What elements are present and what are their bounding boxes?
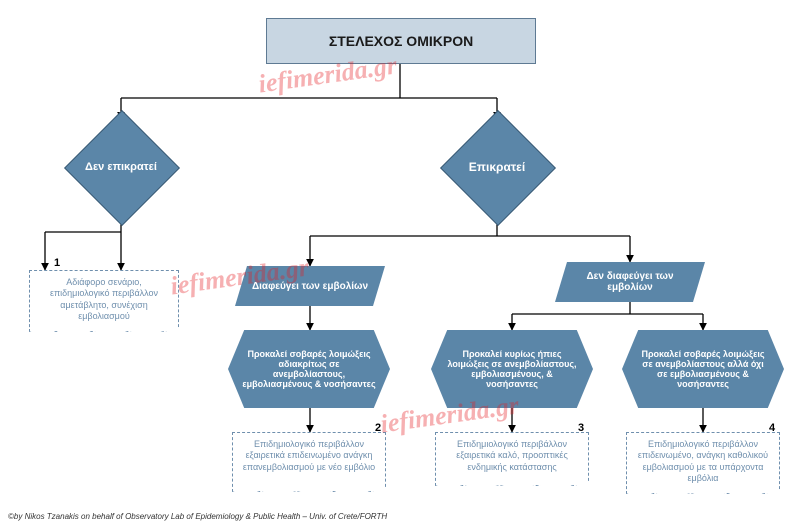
branch-label: Δεν διαφεύγει των εμβολίων [569, 271, 691, 293]
note-text: Επιδημιολογικό περιβάλλον εξαιρετικά επι… [243, 439, 375, 472]
decision-label: Επικρατεί [441, 160, 553, 174]
decision-dominant: Επικρατεί [457, 127, 537, 207]
process-mild-all: Προκαλεί κυρίως ήπιες λοιμώξεις σε ανεμβ… [431, 330, 593, 408]
decision-not-dominant: Δεν επικρατεί [81, 127, 161, 207]
title-text: ΣΤΕΛΕΧΟΣ ΟΜΙΚΡΟΝ [329, 33, 473, 49]
flowchart-canvas: ΣΤΕΛΕΧΟΣ ΟΜΙΚΡΟΝ Δεν επικρατεί Επικρατεί… [0, 0, 800, 527]
title-box: ΣΤΕΛΕΧΟΣ ΟΜΙΚΡΟΝ [266, 18, 536, 64]
branch-not-escapes-vaccines: Δεν διαφεύγει των εμβολίων [555, 262, 705, 302]
branch-escapes-vaccines: Διαφεύγει των εμβολίων [235, 266, 385, 306]
branch-label: Διαφεύγει των εμβολίων [252, 281, 368, 292]
outcome-note-4: Επιδημιολογικό περιβάλλον επιδεινωμένο, … [626, 432, 780, 494]
process-severe-all: Προκαλεί σοβαρές λοιμώξεις αδιακρίτως σε… [228, 330, 390, 408]
outcome-note-3: Επιδημιολογικό περιβάλλον εξαιρετικά καλ… [435, 432, 589, 486]
decision-label: Δεν επικρατεί [65, 161, 177, 173]
credit-line: ©by Nikos Tzanakis on behalf of Observat… [8, 512, 387, 521]
outcome-number-1: 1 [54, 257, 60, 269]
note-text: Επιδημιολογικό περιβάλλον επιδεινωμένο, … [638, 439, 768, 483]
note-text: Επιδημιολογικό περιβάλλον εξαιρετικά καλ… [456, 439, 568, 472]
outcome-note-2: Επιδημιολογικό περιβάλλον εξαιρετικά επι… [232, 432, 386, 492]
note-text: Αδιάφορο σενάριο, επιδημιολογικό περιβάλ… [50, 277, 158, 321]
process-severe-unvacc: Προκαλεί σοβαρές λοιμώξεις σε ανεμβολίασ… [622, 330, 784, 408]
process-label: Προκαλεί σοβαρές λοιμώξεις σε ανεμβολίασ… [636, 349, 770, 389]
process-label: Προκαλεί σοβαρές λοιμώξεις αδιακρίτως σε… [242, 349, 376, 389]
process-label: Προκαλεί κυρίως ήπιες λοιμώξεις σε ανεμβ… [445, 349, 579, 389]
outcome-note-1: Αδιάφορο σενάριο, επιδημιολογικό περιβάλ… [29, 270, 179, 332]
